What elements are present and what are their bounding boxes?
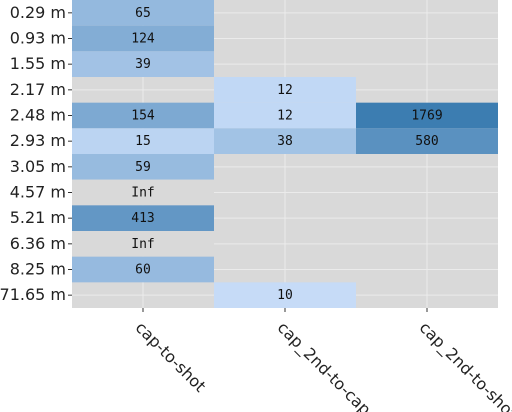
- heatmap-cell-label: 413: [131, 211, 154, 226]
- heatmap-cell-label: 65: [135, 6, 151, 21]
- y-axis-label: 8.25 m: [10, 260, 66, 279]
- heatmap-cell-label: 1769: [411, 109, 442, 124]
- heatmap-cell-3-05-m-cap-to-shot: [72, 154, 214, 180]
- x-axis-label: cap-to-shot: [132, 318, 210, 396]
- heatmap-cell-label: 39: [135, 57, 151, 72]
- heatmap-cell-8-25-m-cap-to-shot: [72, 256, 214, 283]
- y-axis-label: 3.05 m: [10, 157, 66, 176]
- y-axis-label: 1.55 m: [10, 54, 66, 73]
- y-axis-label: 71.65 m: [0, 285, 66, 304]
- heatmap-cell-1-55-m-cap-to-shot: [72, 51, 214, 77]
- heatmap-cell-label: 12: [277, 83, 293, 98]
- heatmap-cell-label: 124: [131, 32, 155, 47]
- y-axis-label: 2.17 m: [10, 80, 66, 99]
- y-axis-label: 6.36 m: [10, 234, 66, 253]
- x-axis-label: cap_2nd-to-shot: [415, 318, 512, 412]
- y-axis-label: 5.21 m: [10, 208, 66, 227]
- heatmap-cell-0-29-m-cap-to-shot: [72, 0, 214, 26]
- heatmap-cell-2-93-m-cap-2nd-to-shot: [356, 128, 498, 154]
- heatmap-cell-2-48-m-cap-to-shot: [72, 102, 214, 129]
- heatmap-cell-label: 580: [415, 134, 438, 149]
- heatmap-cell-label: 10: [277, 288, 293, 303]
- y-axis-label: 0.29 m: [10, 3, 66, 22]
- x-axis-label: cap_2nd-to-cap: [273, 318, 375, 412]
- heatmap-cell-label: Inf: [131, 186, 154, 201]
- heatmap-cell-label: 60: [135, 263, 151, 278]
- heatmap-cell-label: 38: [277, 134, 293, 149]
- heatmap-cell-5-21-m-cap-to-shot: [72, 205, 214, 231]
- y-axis-label: 2.48 m: [10, 106, 66, 125]
- heatmap-cell-label: 154: [131, 109, 155, 124]
- heatmap-cell-2-93-m-cap-to-shot: [72, 128, 214, 154]
- heatmap-cell-0-93-m-cap-to-shot: [72, 25, 214, 52]
- heatmap-cell-label: 59: [135, 160, 151, 175]
- y-axis-label: 0.93 m: [10, 29, 66, 48]
- heatmap-cell-6-36-m-cap-to-shot: [72, 231, 214, 257]
- heatmap-cell-label: 15: [135, 134, 151, 149]
- heatmap-cell-label: 12: [277, 109, 293, 124]
- heatmap-cell-labels: 65 124 39 12 154 12 1769 15 38 580 59 Inf 413 Inf 60 10: [131, 6, 442, 303]
- heatmap-cell-2-48-m-cap-2nd-to-shot: [356, 102, 498, 129]
- heatmap-cells: [72, 0, 498, 308]
- heatmap-cell-71-65-m-cap-2nd-to-cap: [214, 282, 356, 308]
- heatmap-cell-2-93-m-cap-2nd-to-cap: [214, 128, 356, 154]
- y-axis-label: 4.57 m: [10, 183, 66, 202]
- heatmap-cell-2-48-m-cap-2nd-to-cap: [214, 102, 356, 129]
- heatmap-cell-label: Inf: [131, 237, 154, 252]
- y-axis-label: 2.93 m: [10, 131, 66, 150]
- heatmap-cell-4-57-m-cap-to-shot: [72, 179, 214, 206]
- heatmap-cell-2-17-m-cap-2nd-to-cap: [214, 77, 356, 103]
